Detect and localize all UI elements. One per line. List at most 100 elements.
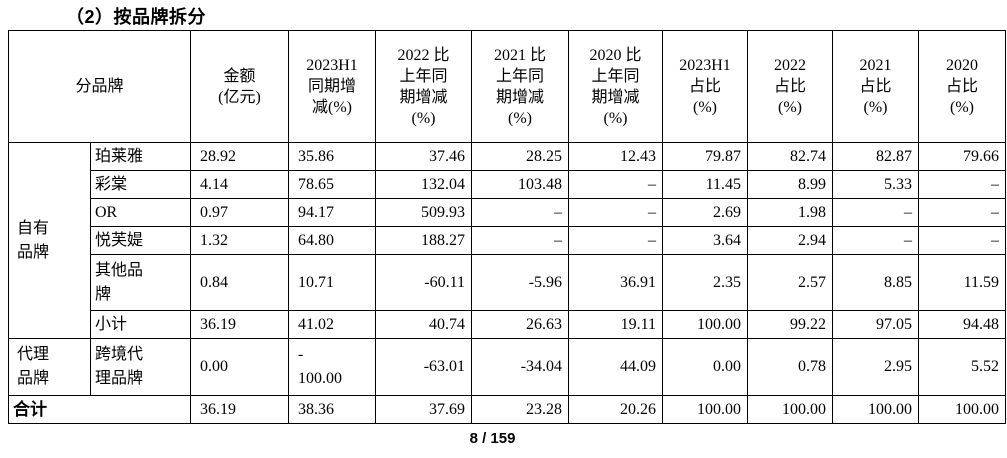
value-cell: 26.63 bbox=[471, 310, 570, 339]
value-cell: – bbox=[471, 226, 570, 255]
value-cell: 20.26 bbox=[568, 395, 664, 424]
value-cell: 38.36 bbox=[288, 395, 377, 424]
value-cell: 99.22 bbox=[747, 310, 834, 339]
value-cell: – bbox=[832, 198, 920, 227]
total-label-cell: 合计 bbox=[7, 395, 192, 424]
column-header-share-2020: 2020 占比 (%) bbox=[918, 30, 1007, 143]
value-cell: – bbox=[471, 198, 570, 227]
value-cell: – bbox=[918, 198, 1007, 227]
value-cell: 35.86 bbox=[288, 142, 377, 171]
value-cell: 36.19 bbox=[190, 310, 290, 339]
value-cell: 37.46 bbox=[375, 142, 473, 171]
value-cell: 2.95 bbox=[832, 338, 920, 396]
value-cell: 0.97 bbox=[190, 198, 290, 227]
value-cell: 41.02 bbox=[288, 310, 377, 339]
value-cell: 3.64 bbox=[662, 226, 749, 255]
brand-name-cell: OR bbox=[89, 198, 192, 227]
brand-name-cell: 小计 bbox=[89, 310, 192, 339]
value-cell: – bbox=[918, 226, 1007, 255]
brand-name-cell: 珀莱雅 bbox=[89, 142, 192, 171]
value-cell: 509.93 bbox=[375, 198, 473, 227]
table-row: 小计 36.19 41.02 40.74 26.63 19.11 100.00 99.22 97… bbox=[9, 310, 1007, 339]
value-cell: 100.00 bbox=[918, 395, 1007, 424]
brand-name-cell: 悦芙媞 bbox=[89, 226, 192, 255]
value-cell: 28.25 bbox=[471, 142, 570, 171]
table-row: 彩棠 4.14 78.65 132.04 103.48–11.45 8.99 5.33– bbox=[9, 170, 1007, 199]
value-cell: 132.04 bbox=[375, 170, 473, 199]
value-cell: – bbox=[568, 170, 664, 199]
column-header-yoy-2020: 2020 比 上年同 期增减 (%) bbox=[568, 30, 664, 143]
table-row: 自有 品牌 珀莱雅 28.92 35.86 37.46 28.25 12.43 79.87 82… bbox=[8, 142, 1007, 339]
page-number: 8 / 159 bbox=[469, 430, 516, 447]
value-cell: 5.33 bbox=[832, 170, 920, 199]
column-header-yoy-2023h1: 2023H1 同期增 减(%) bbox=[288, 30, 377, 143]
value-cell: 100.00 bbox=[832, 395, 920, 424]
table-row: OR 0.97 94.17 509.93– –2.69 1.98– – bbox=[9, 198, 1007, 227]
column-header-yoy-2021: 2021 比 上年同 期增减 (%) bbox=[471, 30, 570, 143]
value-cell: 23.28 bbox=[471, 395, 570, 424]
value-cell: -5.96 bbox=[471, 254, 570, 311]
value-cell: 0.00 bbox=[662, 338, 749, 396]
value-cell: 103.48 bbox=[471, 170, 570, 199]
value-cell: – bbox=[832, 226, 920, 255]
value-cell: 82.74 bbox=[747, 142, 834, 171]
value-cell: 0.00 bbox=[190, 338, 290, 396]
value-cell: 2.94 bbox=[747, 226, 834, 255]
value-cell: 10.71 bbox=[288, 254, 377, 311]
value-cell: 100.00 bbox=[747, 395, 834, 424]
group-label-cell: 代理 品牌 bbox=[8, 338, 91, 396]
value-cell: 2.57 bbox=[747, 254, 834, 311]
table-row: 悦芙媞 1.32 64.80 188.27– –3.64 2.94– – bbox=[9, 226, 1007, 255]
value-cell: 94.17 bbox=[288, 198, 377, 227]
value-cell: – bbox=[568, 198, 664, 227]
value-cell: 79.87 bbox=[662, 142, 749, 171]
brand-name-cell: 彩棠 bbox=[89, 170, 192, 199]
value-cell: 36.19 bbox=[190, 395, 290, 424]
value-cell: 78.65 bbox=[288, 170, 377, 199]
value-cell: 1.32 bbox=[190, 226, 290, 255]
total-row: 合计 36.19 38.36 37.69 23.28 20.26 100.00 100.00 1… bbox=[7, 395, 1007, 424]
value-cell: 40.74 bbox=[375, 310, 473, 339]
value-cell: – bbox=[568, 226, 664, 255]
value-cell: 44.09 bbox=[568, 338, 664, 396]
value-cell: 8.99 bbox=[747, 170, 834, 199]
value-cell: 19.11 bbox=[568, 310, 664, 339]
value-cell: 2.35 bbox=[662, 254, 749, 311]
value-cell: 8.85 bbox=[832, 254, 920, 311]
brand-name-cell: 跨境代 理品牌 bbox=[89, 338, 192, 396]
value-cell: 28.92 bbox=[190, 142, 290, 171]
value-cell: -63.01 bbox=[375, 338, 473, 396]
group-label-cell: 自有 品牌 bbox=[8, 142, 91, 339]
section-title: （2）按品牌拆分 bbox=[66, 7, 207, 27]
value-cell: 0.84 bbox=[190, 254, 290, 311]
column-header-share-2022: 2022 占比 (%) bbox=[747, 30, 834, 143]
value-cell: 11.45 bbox=[662, 170, 749, 199]
value-cell: 100.00 bbox=[662, 395, 749, 424]
value-cell: - 100.00 bbox=[288, 338, 377, 396]
value-cell: 100.00 bbox=[662, 310, 749, 339]
value-cell: 188.27 bbox=[375, 226, 473, 255]
value-cell: 36.91 bbox=[568, 254, 664, 311]
table-body: 自有 品牌 珀莱雅 28.92 35.86 37.46 28.25 12.43 79.87 82… bbox=[7, 142, 1007, 424]
value-cell: 64.80 bbox=[288, 226, 377, 255]
table-row: 代理 品牌 跨境代 理品牌 0.00- 100.00 -63.01 -34.04 44.0… bbox=[8, 338, 1007, 396]
value-cell: 94.48 bbox=[918, 310, 1007, 339]
table-row: 其他品 牌 0.84 10.71 -60.11 -5.96 36.91 2.35 2.57 8.… bbox=[9, 254, 1007, 311]
value-cell: -60.11 bbox=[375, 254, 473, 311]
column-header-yoy-2022: 2022 比 上年同 期增减 (%) bbox=[375, 30, 473, 143]
value-cell: 97.05 bbox=[832, 310, 920, 339]
value-cell: 1.98 bbox=[747, 198, 834, 227]
value-cell: 5.52 bbox=[918, 338, 1007, 396]
value-cell: 12.43 bbox=[568, 142, 664, 171]
value-cell: – bbox=[918, 170, 1007, 199]
value-cell: 79.66 bbox=[918, 142, 1007, 171]
column-header-share-2023h1: 2023H1 占比 (%) bbox=[662, 30, 749, 143]
brand-name-cell: 其他品 牌 bbox=[89, 254, 192, 311]
value-cell: -34.04 bbox=[471, 338, 570, 396]
header-row: 分品牌 金额 (亿元) 2023H1 同期增 减(%) 2022 比 上年同 期… bbox=[7, 30, 1007, 143]
brand-split-table: 分品牌 金额 (亿元) 2023H1 同期增 减(%) 2022 比 上年同 期… bbox=[7, 30, 1007, 424]
value-cell: 82.87 bbox=[832, 142, 920, 171]
corner-header: 分品牌 bbox=[7, 30, 192, 143]
column-header-amount: 金额 (亿元) bbox=[190, 30, 290, 143]
